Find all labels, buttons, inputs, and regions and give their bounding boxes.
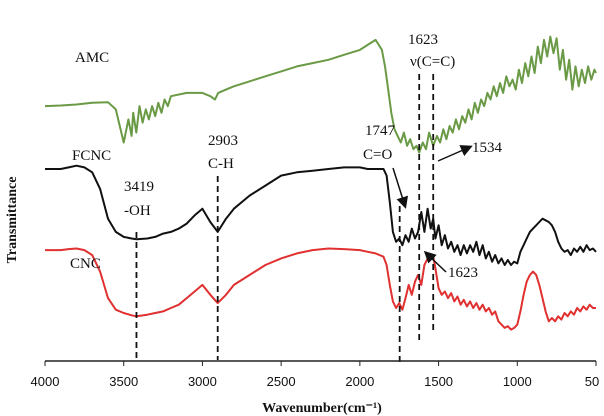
x-axis-title: Wavenumber(cm⁻¹) xyxy=(262,401,382,416)
x-tick-label: 50 xyxy=(585,374,599,389)
x-tick-label: 1500 xyxy=(424,374,453,389)
marker-lines xyxy=(136,74,433,362)
annotation-oh-wavenumber: 3419 xyxy=(124,179,154,195)
arrow-1534 xyxy=(438,147,470,161)
annotation-cnc-1623: 1623 xyxy=(448,265,478,281)
annotation-co-group: C=O xyxy=(363,147,392,163)
x-tick-label: 1000 xyxy=(503,374,532,389)
x-ticks: 4000 3500 3000 2500 2000 1500 1000 50 xyxy=(31,361,600,389)
x-tick-label: 3000 xyxy=(188,374,217,389)
y-axis-title: Transmittance xyxy=(5,177,20,264)
annotation-oh-group: -OH xyxy=(124,203,151,219)
x-tick-label: 2500 xyxy=(267,374,296,389)
annotation-ch-wavenumber: 2903 xyxy=(208,133,238,149)
x-tick-label: 2000 xyxy=(345,374,374,389)
annotation-cc-group: ν(C=C) xyxy=(410,54,455,70)
series-label-amc: AMC xyxy=(75,50,109,66)
arrow-1747 xyxy=(393,168,405,206)
series-label-cnc: CNC xyxy=(70,256,101,272)
series-line-cnc xyxy=(45,249,596,330)
annotation-co-wavenumber: 1747 xyxy=(365,123,396,139)
annotation-cc-wavenumber: 1623 xyxy=(408,32,438,48)
x-tick-label: 3500 xyxy=(109,374,138,389)
annotation-fcnc-1534: 1534 xyxy=(472,140,503,156)
x-tick-label: 4000 xyxy=(31,374,60,389)
series-line-amc xyxy=(45,37,596,153)
series-label-fcnc: FCNC xyxy=(72,148,111,164)
annotation-arrows xyxy=(393,147,470,272)
annotation-ch-group: C-H xyxy=(208,156,234,172)
